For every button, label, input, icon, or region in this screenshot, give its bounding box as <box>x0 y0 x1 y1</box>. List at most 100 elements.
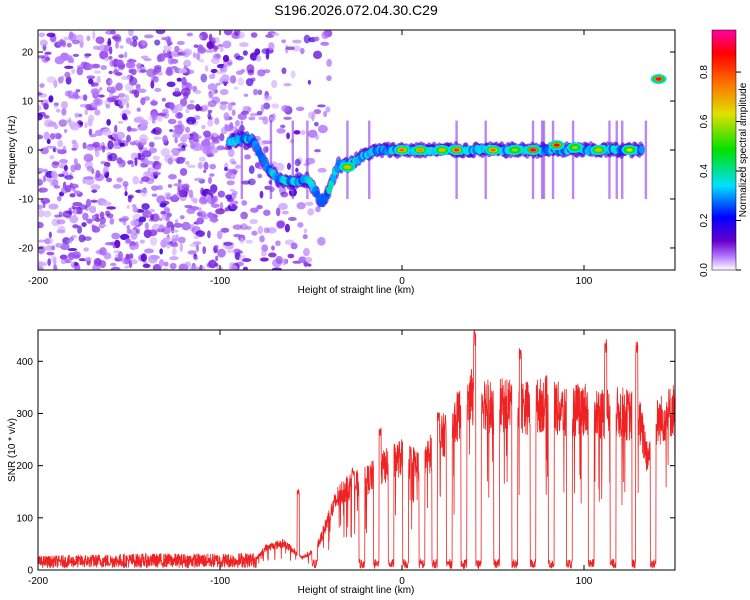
snr-frame <box>37 329 676 571</box>
spectrogram-noise-blob <box>163 45 172 51</box>
spectrogram-noise-blob <box>58 164 65 169</box>
spectrogram-noise-blob <box>126 229 133 234</box>
spectrogram-noise-blob <box>154 87 162 92</box>
spectrogram-noise-blob <box>67 55 73 64</box>
spectrogram-noise-blob <box>40 147 49 155</box>
spectrogram-noise-blob <box>96 75 101 84</box>
spectrogram-noise-blob <box>92 97 103 107</box>
spectrogram-noise-blob <box>46 138 51 145</box>
spectrogram-noise-blob <box>271 32 280 37</box>
spectrogram-noise-blob <box>54 56 65 65</box>
spectrogram-noise-blob <box>99 87 103 91</box>
spectrogram-noise-blob <box>124 94 130 103</box>
spectrogram-noise-blob <box>59 254 68 260</box>
snr-x-tick-label: -200 <box>28 576 48 587</box>
spectrogram-noise-blob <box>130 219 140 227</box>
spectrogram-noise-blob <box>224 166 228 172</box>
spectrogram-noise-blob <box>47 258 51 266</box>
spectrogram-noise-blob <box>78 121 83 126</box>
spectrogram-noise-blob <box>232 224 243 230</box>
spectrogram-noise-blob <box>130 231 138 240</box>
spectrogram-noise-blob <box>187 164 197 168</box>
spectrogram-noise-blob <box>263 209 271 216</box>
spectrogram-noise-blob <box>189 266 200 270</box>
spectrogram-noise-blob <box>110 262 117 267</box>
spectrogram-noise-blob <box>224 124 232 132</box>
spectrogram-noise-blob <box>53 185 61 189</box>
spectrogram-noise-blob <box>203 169 207 173</box>
ridge-peak <box>595 148 602 152</box>
spectrogram-noise-blob <box>117 97 127 106</box>
spectrogram-noise-blob <box>129 245 138 251</box>
spectrogram-noise-blob <box>63 36 70 41</box>
spectrogram-noise-blob <box>256 204 263 210</box>
spectrogram-noise-blob <box>189 100 195 104</box>
spectrogram-noise-blob <box>148 141 155 148</box>
spectrogram-noise-blob <box>188 120 193 125</box>
spectrogram-noise-blob <box>71 68 76 74</box>
spectrogram-noise-blob <box>171 147 181 155</box>
colorbar-tick-label: 0.6 <box>699 114 710 128</box>
spectrogram-noise-blob <box>109 90 114 99</box>
spectrogram-noise-blob <box>175 219 179 224</box>
spectrogram-noise-blob <box>200 73 208 83</box>
spectrogram-noise-blob <box>166 221 174 228</box>
spectrogram-noise-blob <box>94 217 101 222</box>
spectrogram-noise-blob <box>248 165 255 174</box>
spectrogram-noise-blob <box>69 193 76 198</box>
spectrogram-noise-blob <box>215 245 219 249</box>
spectrogram-noise-blob <box>176 40 185 46</box>
spectrogram-noise-blob <box>53 265 58 270</box>
spectrogram-x-tick-label: -100 <box>210 276 230 287</box>
spectrogram-noise-blob <box>56 229 66 234</box>
ridge-peak <box>417 148 424 152</box>
figure-title: S196.2026.072.04.30.C29 <box>274 2 438 18</box>
spectrogram-noise-blob <box>193 44 199 48</box>
spectrogram-noise-blob <box>142 150 152 157</box>
spectrogram-noise-blob <box>131 204 137 208</box>
snr-y-tick-label: 100 <box>16 513 33 524</box>
spectrogram-noise-blob <box>317 104 326 108</box>
spectrogram-noise-blob <box>115 59 124 66</box>
spectrogram-noise-blob <box>124 191 128 197</box>
spectrogram-noise-blob <box>315 206 321 213</box>
spectrogram-noise-blob <box>224 245 234 250</box>
spectrogram-noise-blob <box>128 253 134 260</box>
spectrogram-noise-blob <box>179 243 183 253</box>
spectrogram-y-tick-label: -10 <box>19 194 34 205</box>
spectrogram-noise-blob <box>171 234 177 244</box>
spectrogram-noise-blob <box>131 229 136 234</box>
spectrogram-noise-blob <box>224 207 230 212</box>
spectrogram-noise-blob <box>43 237 54 245</box>
spectrogram-noise-blob <box>150 236 158 246</box>
spectrogram-noise-blob <box>287 216 297 222</box>
spectrogram-noise-blob <box>102 44 110 53</box>
spectrogram-streak <box>269 120 273 199</box>
spectrogram-noise-blob <box>132 206 139 213</box>
spectrogram-noise-blob <box>116 157 123 165</box>
spectrogram-noise-blob <box>48 231 52 239</box>
spectrogram-noise-blob <box>83 247 89 252</box>
spectrogram-noise-blob <box>167 118 177 125</box>
spectrogram-noise-blob <box>227 62 233 66</box>
spectrogram-noise-blob <box>149 208 156 213</box>
spectrogram-noise-blob <box>104 210 111 216</box>
spectrogram-y-tick-label: -20 <box>19 243 34 254</box>
spectrogram-noise-blob <box>140 253 148 262</box>
spectrogram-noise-blob <box>121 215 130 222</box>
spectrogram-noise-blob <box>108 70 113 75</box>
spectrogram-noise-blob <box>86 75 96 80</box>
spectrogram-noise-blob <box>229 201 233 207</box>
spectrogram-noise-blob <box>64 175 74 180</box>
spectrogram-noise-blob <box>71 205 76 210</box>
spectrogram-noise-blob <box>72 53 80 57</box>
colorbar-tick-label: 0.8 <box>699 65 710 79</box>
spectrogram-noise-blob <box>177 236 186 244</box>
spectrogram-noise-blob <box>208 176 212 185</box>
spectrogram-noise-blob <box>253 88 258 96</box>
spectrogram-noise-blob <box>39 39 48 47</box>
spectrogram-noise-blob <box>285 46 295 51</box>
spectrogram-noise-blob <box>160 210 166 215</box>
spectrogram-streak <box>551 120 555 199</box>
